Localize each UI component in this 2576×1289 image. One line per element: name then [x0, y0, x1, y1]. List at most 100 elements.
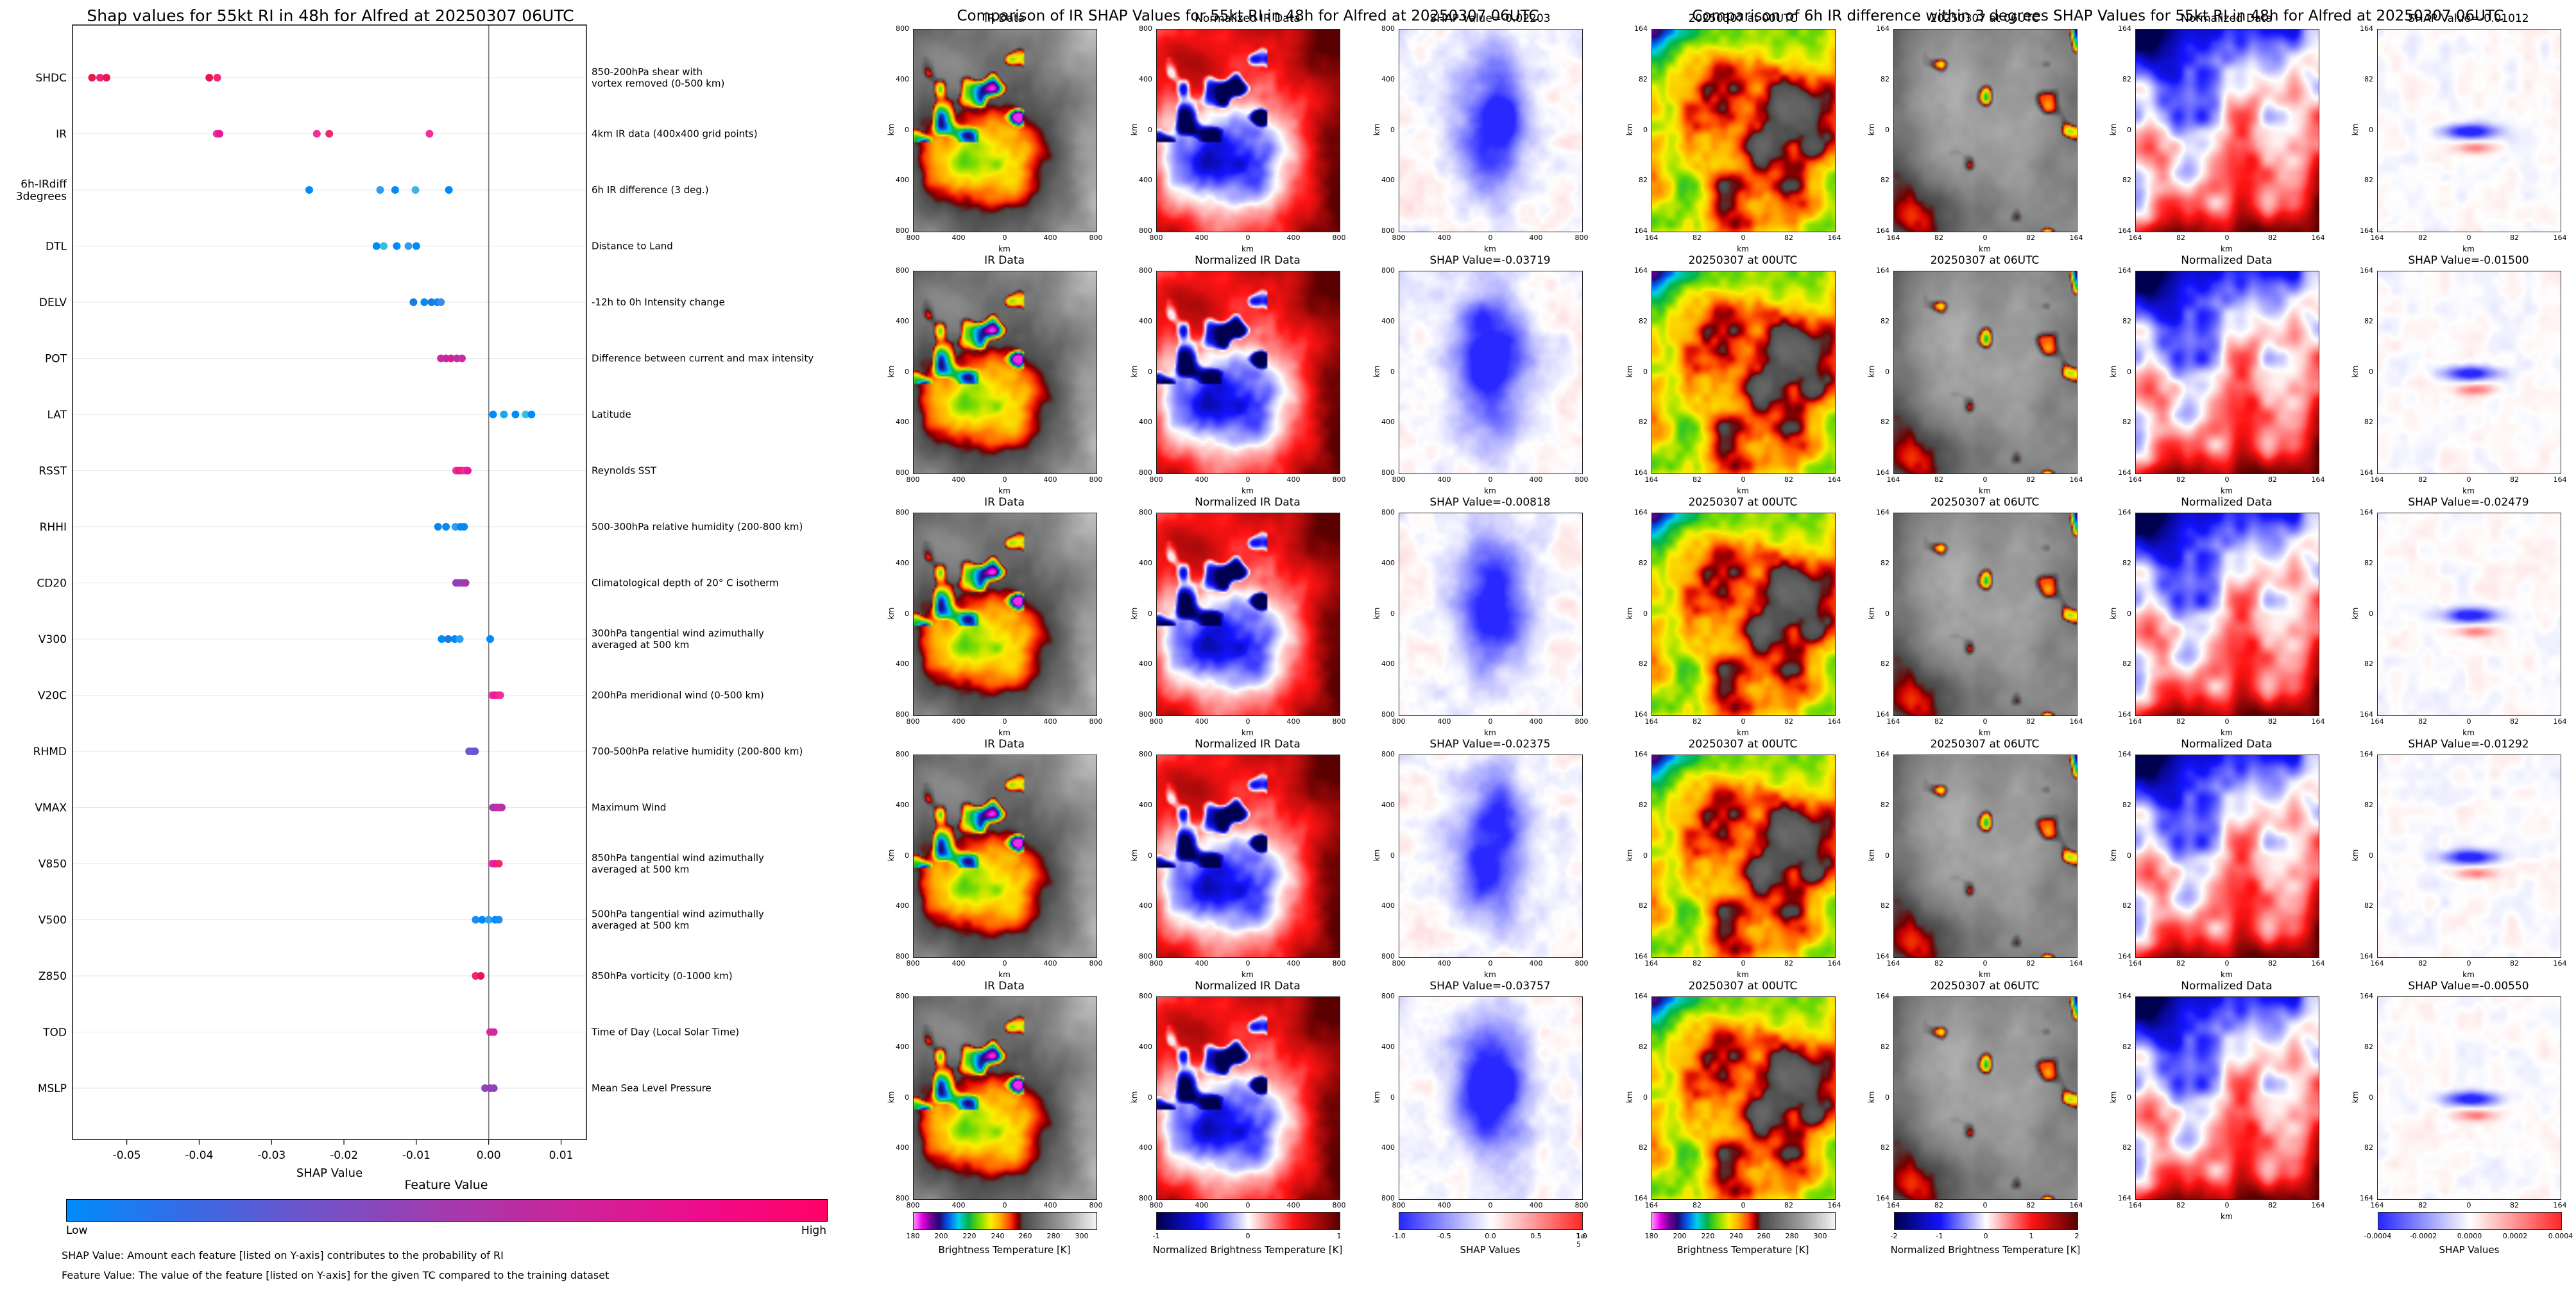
y-tick-label: 400: [1381, 801, 1395, 809]
x-tick-label: 0: [2466, 959, 2471, 968]
shap-dot: [478, 916, 486, 924]
y-tick-label: 400: [1381, 418, 1395, 426]
x-tick-label: 0: [1741, 475, 1746, 484]
x-tick-label: 82: [1934, 959, 1943, 968]
x-tick-label: 164: [2128, 475, 2142, 484]
x-tick-label: 400: [1286, 234, 1301, 242]
y-tick-label: 400: [1139, 901, 1152, 910]
x-tick-label: 0: [2224, 475, 2230, 484]
footnote-feature-value: Feature Value: The value of the feature …: [62, 1269, 610, 1281]
x-axis-label: km: [2221, 244, 2233, 253]
x-tick-label: 82: [1784, 959, 1793, 968]
x-tick-label: 164: [1644, 959, 1659, 968]
x-tick-label: 800: [1149, 475, 1163, 484]
y-tick-label: 164: [1634, 992, 1648, 1000]
y-tick-label: 164: [2118, 266, 2131, 275]
y-tick-label: 0: [2127, 368, 2131, 376]
shap-dot: [325, 130, 334, 138]
y-axis-label: km: [1625, 365, 1634, 377]
x-tick-label: 0: [1002, 959, 1007, 968]
x-tick-label: 82: [2418, 959, 2427, 968]
x-tick-label: 82: [1784, 475, 1793, 484]
y-tick-label: 800: [1139, 468, 1152, 477]
x-tick-label: 800: [1574, 234, 1589, 242]
colorbar-seismic: [1156, 1212, 1340, 1230]
colorbar-offset: 1e-5: [1576, 1232, 1588, 1249]
colorbar-tick: 220: [962, 1232, 977, 1240]
y-tick-label: 0: [905, 610, 909, 618]
y-tick-label: 164: [1876, 508, 1889, 516]
x-axis-label: km: [998, 244, 1011, 253]
x-tick-label: 800: [1392, 475, 1406, 484]
feature-label: 6h-IRdiff 3degrees: [16, 178, 68, 203]
colorbar-high-label: High: [801, 1224, 826, 1237]
x-tick-label: 0: [1002, 1201, 1007, 1209]
y-tick-label: 400: [1139, 317, 1152, 325]
x-tick-label: 164: [2370, 234, 2384, 242]
y-tick-label: 400: [1139, 1043, 1152, 1051]
x-tick-label: 164: [2069, 717, 2083, 726]
x-tick-label: 400: [1437, 717, 1451, 726]
y-tick-label: 164: [1876, 24, 1889, 33]
y-tick-label: 164: [1876, 992, 1889, 1000]
x-tick-label: 82: [1934, 234, 1943, 242]
colorbar-tick: 240: [991, 1232, 1005, 1240]
shap-dot: [447, 354, 455, 363]
y-tick-label: 82: [1881, 1143, 1889, 1152]
feature-description: 700-500hPa relative humidity (200-800 km…: [592, 746, 803, 757]
x-tick-label: 400: [1286, 959, 1301, 968]
y-tick-label: 82: [1639, 1043, 1648, 1051]
feature-value-colorbar-title: Feature Value: [404, 1178, 488, 1192]
y-tick-label: 82: [1881, 660, 1889, 668]
x-tick-label: 164: [2370, 475, 2384, 484]
shap-dot: [477, 972, 485, 980]
y-tick-label: 82: [2364, 75, 2373, 83]
subplot-title: SHAP Value=-0.00818: [1429, 496, 1551, 509]
x-tick-label: -0.03: [257, 1149, 286, 1162]
x-axis-title: SHAP Value: [296, 1166, 363, 1180]
x-tick-label: 0: [1983, 475, 1988, 484]
x-tick-label: 164: [2128, 959, 2142, 968]
x-tick-label: 0: [1002, 717, 1007, 726]
subplot-title: Normalized IR Data: [1195, 980, 1301, 993]
feature-description: Latitude: [592, 409, 631, 420]
y-tick-label: 800: [896, 710, 909, 719]
y-tick-label: 0: [1643, 610, 1648, 618]
y-tick-label: 800: [1381, 468, 1395, 477]
x-axis-label: km: [998, 728, 1011, 737]
x-tick-label: 82: [2176, 959, 2185, 968]
x-tick-label: 0: [1488, 717, 1493, 726]
x-tick-label: 0: [1002, 234, 1007, 242]
x-tick-label: 82: [2510, 475, 2519, 484]
y-tick-label: 800: [1381, 952, 1395, 960]
x-tick-label: 82: [2026, 475, 2035, 484]
shap-dot: [471, 747, 479, 755]
y-tick-label: 0: [1390, 851, 1395, 860]
x-tick-label: 164: [2370, 717, 2384, 726]
x-tick-label: 800: [906, 717, 920, 726]
x-tick-label: 400: [1043, 234, 1057, 242]
y-axis-label: km: [1130, 607, 1139, 619]
feature-label: V300: [38, 633, 67, 646]
x-tick-label: 400: [1529, 717, 1543, 726]
subplot-title: IR Data: [984, 254, 1025, 267]
y-tick-label: 82: [2122, 418, 2131, 426]
colorbar-tick: 200: [934, 1232, 948, 1240]
shap-dot: [527, 411, 536, 418]
subplot-title: SHAP Value=-0.00550: [2408, 980, 2529, 993]
x-tick-label: 0: [2224, 717, 2230, 726]
subplot-title: 20250307 at 06UTC: [1930, 496, 2040, 509]
shap-dot: [490, 1084, 498, 1092]
x-axis-label: km: [1979, 486, 1991, 495]
y-tick-label: 164: [1876, 226, 1889, 235]
colorbar-tick: 220: [1701, 1232, 1715, 1240]
subplot-image-norm_ir: [1156, 996, 1340, 1200]
y-axis-label: km: [1130, 365, 1139, 377]
x-tick-label: 800: [1392, 959, 1406, 968]
subplot-image-ir: [913, 755, 1097, 958]
x-tick-label: 82: [1784, 717, 1793, 726]
colorbar-tick: 0: [1245, 1232, 1250, 1240]
y-axis-label: km: [1625, 849, 1634, 861]
shap-dot: [103, 74, 110, 81]
y-tick-label: 800: [1139, 992, 1152, 1000]
